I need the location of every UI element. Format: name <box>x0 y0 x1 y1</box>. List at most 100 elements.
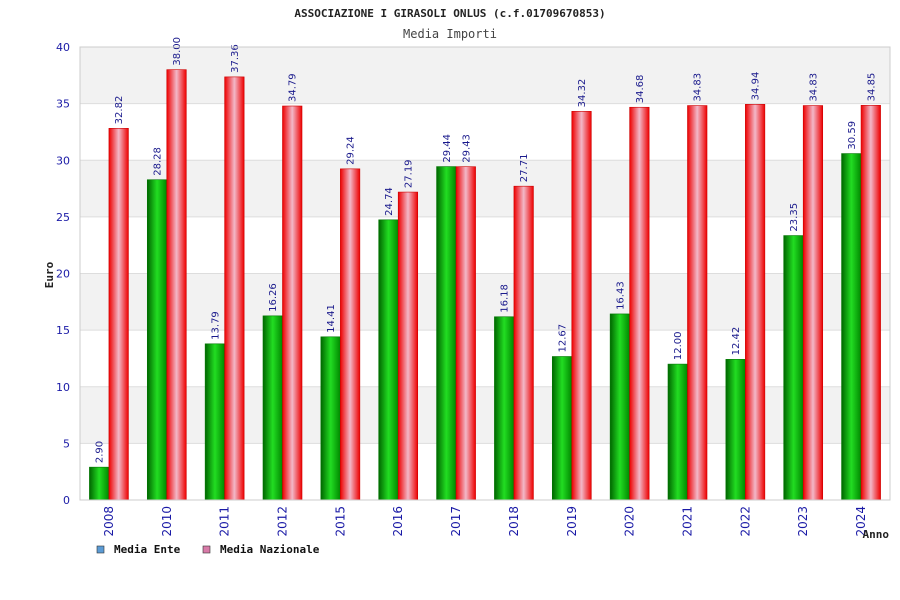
bar-value-label: 32.82 <box>114 96 125 125</box>
x-tick-label-2016: 2016 <box>391 506 405 537</box>
bar-media-ente-2010 <box>146 179 168 501</box>
bar-value-label: 34.79 <box>288 73 299 102</box>
plot-band <box>80 47 890 104</box>
x-tick-label-2019: 2019 <box>565 506 579 537</box>
y-tick-label: 20 <box>56 268 70 281</box>
bar-media-ente-2008 <box>89 466 110 501</box>
x-axis-ticks: 2008 2010 2011 2012 2015 2016 2017 2018 2019 2020… <box>102 506 868 537</box>
bar-value-label: 2.90 <box>95 441 106 463</box>
y-tick-label: 25 <box>56 211 70 224</box>
legend-label-media-ente: Media Ente <box>114 543 181 556</box>
x-axis-label: Anno <box>863 528 890 541</box>
x-tick-label-2015: 2015 <box>333 506 347 537</box>
bar-media-ente-2017 <box>436 166 457 501</box>
bar-media-nazionale-2021 <box>687 105 708 501</box>
plot-frame <box>79 46 891 501</box>
bar-value-label: 27.19 <box>403 159 414 188</box>
bar-media-ente-2011 <box>204 343 225 501</box>
y-tick-label: 15 <box>56 324 70 337</box>
plot-band <box>80 216 890 274</box>
bar-value-label: 34.32 <box>577 79 588 108</box>
bar-value-label: 38.00 <box>172 37 183 66</box>
bar-media-ente-2024 <box>841 153 862 501</box>
bar-value-label: 12.42 <box>731 327 742 356</box>
bar-value-label: 37.36 <box>230 44 241 73</box>
bar-value-label: 29.24 <box>346 136 357 165</box>
y-tick-label: 30 <box>56 154 70 167</box>
bar-value-label: 30.59 <box>847 121 858 150</box>
bar-value-label: 27.71 <box>519 154 530 183</box>
bar-value-label: 29.44 <box>442 134 453 163</box>
bar-media-nazionale-2016 <box>397 191 419 501</box>
bar-media-nazionale-2022 <box>745 104 766 501</box>
y-tick-label: 0 <box>63 494 70 507</box>
bar-media-nazionale-2008 <box>108 128 129 501</box>
bar-value-label: 14.41 <box>326 304 337 333</box>
chart-title: ASSOCIAZIONE I GIRASOLI ONLUS (c.f.01709… <box>294 7 605 20</box>
bar-media-ente-2021 <box>667 363 688 501</box>
bar-value-label: 28.28 <box>153 147 164 176</box>
chart-subtitle: Media Importi <box>403 27 497 41</box>
bar-media-nazionale-2010 <box>166 69 187 501</box>
bar-media-nazionale-2023 <box>802 105 824 501</box>
bar-media-nazionale-2012 <box>282 105 303 501</box>
bar-data-labels: 2.90 32.82 28.28 38.00 13.79 37.36 16.26 34.79 1… <box>95 37 878 463</box>
bar-media-ente-2022 <box>725 359 746 501</box>
legend-swatch-media-nazionale <box>202 545 211 554</box>
x-tick-label-2021: 2021 <box>681 506 695 537</box>
legend-label-media-nazionale: Media Nazionale <box>220 543 320 556</box>
x-tick-label-2010: 2010 <box>160 506 174 537</box>
bars-group <box>89 69 881 501</box>
x-tick-label-2022: 2022 <box>738 506 752 537</box>
bar-media-nazionale-2011 <box>224 76 245 501</box>
bar-media-nazionale-2017 <box>455 166 476 501</box>
bar-media-ente-2015 <box>320 336 341 501</box>
plot-band <box>80 386 890 444</box>
bar-value-label: 24.74 <box>384 187 395 216</box>
y-tick-label: 35 <box>56 98 70 111</box>
x-tick-label-2020: 2020 <box>623 506 637 537</box>
bar-value-label: 16.18 <box>500 284 511 313</box>
bar-media-nazionale-2020 <box>629 106 650 501</box>
bar-value-label: 12.00 <box>673 331 684 360</box>
bar-value-label: 13.79 <box>210 311 221 340</box>
x-tick-label-2024: 2024 <box>854 506 868 537</box>
plot-band <box>80 330 890 387</box>
bar-media-nazionale-2019 <box>571 111 592 501</box>
y-tick-label: 40 <box>56 41 70 54</box>
bar-media-ente-2012 <box>262 315 283 501</box>
x-tick-label-2008: 2008 <box>102 506 116 537</box>
x-tick-label-2023: 2023 <box>796 506 810 537</box>
bar-media-ente-2016 <box>378 219 399 501</box>
x-tick-label-2018: 2018 <box>507 506 521 537</box>
y-axis-label: Euro <box>43 261 56 288</box>
bar-media-nazionale-2018 <box>513 185 534 501</box>
y-tick-label: 10 <box>56 381 70 394</box>
plot-background <box>80 46 890 501</box>
plot-band <box>80 273 890 331</box>
bar-value-label: 34.68 <box>635 75 646 104</box>
y-tick-label: 5 <box>63 437 70 450</box>
x-tick-label-2012: 2012 <box>276 506 290 537</box>
x-tick-label-2011: 2011 <box>218 506 232 537</box>
bar-value-label: 23.35 <box>789 203 800 232</box>
plot-band <box>80 160 890 217</box>
x-tick-label-2017: 2017 <box>449 506 463 537</box>
bar-value-label: 16.26 <box>268 283 279 312</box>
bar-value-label: 34.83 <box>693 73 704 102</box>
bar-value-label: 34.83 <box>808 73 819 102</box>
legend: Media Ente Media Nazionale <box>96 543 320 556</box>
bar-media-ente-2018 <box>494 316 515 501</box>
y-axis-ticks: 0 5 10 15 20 25 30 35 40 <box>56 41 70 507</box>
bar-value-label: 34.94 <box>751 72 762 101</box>
legend-swatch-media-ente <box>96 545 105 554</box>
plot-band <box>80 443 890 500</box>
bar-media-nazionale-2015 <box>340 168 361 501</box>
bar-media-nazionale-2024 <box>860 105 881 501</box>
bar-value-label: 16.43 <box>615 281 626 310</box>
plot-band <box>80 103 890 161</box>
bar-media-ente-2023 <box>783 235 804 501</box>
bar-media-ente-2019 <box>551 356 573 501</box>
